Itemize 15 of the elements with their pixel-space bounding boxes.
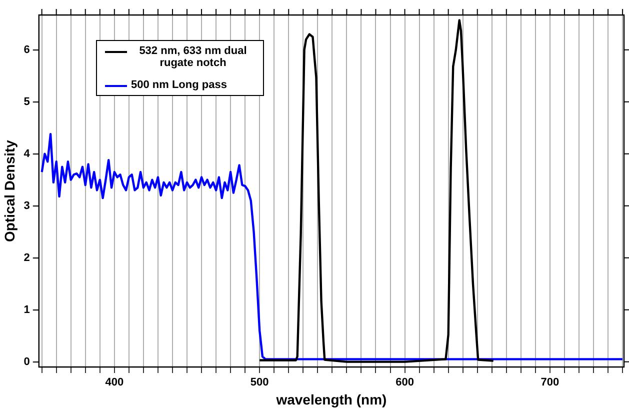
x-tick-label: 500 [250, 376, 269, 389]
y-tick-label: 2 [24, 252, 30, 264]
y-tick-label: 4 [24, 148, 31, 160]
y-axis-title: Optical Density [1, 140, 18, 242]
y-tick-label: 3 [24, 200, 30, 212]
y-tick-label: 0 [24, 356, 30, 368]
legend-label: 500 nm Long pass [131, 79, 227, 91]
x-tick-label: 600 [396, 376, 414, 389]
y-tick-label: 6 [24, 44, 30, 56]
x-axis-title: wavelength (nm) [275, 391, 387, 408]
y-tick-label: 1 [24, 304, 30, 316]
x-tick-label: 700 [540, 376, 560, 389]
y-tick-label: 5 [24, 96, 30, 108]
x-tick-label: 400 [105, 376, 124, 389]
legend-label: 532 nm, 633 nm dual rugate notch [138, 45, 248, 69]
